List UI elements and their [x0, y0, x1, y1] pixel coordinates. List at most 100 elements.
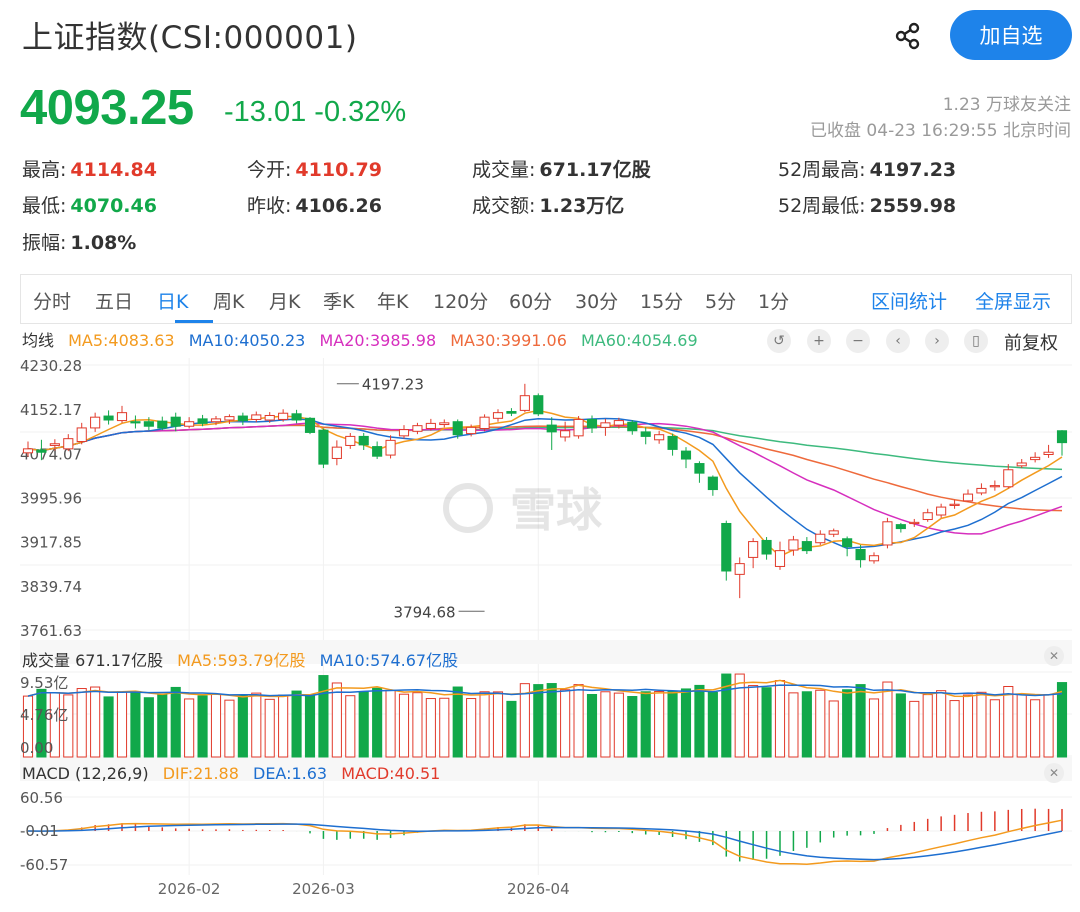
volume-bar-up — [1016, 693, 1027, 758]
scroll-right-button[interactable]: › — [925, 329, 949, 353]
ma20-line — [27, 422, 1063, 535]
macd-tick-label: -0.01 — [20, 822, 59, 840]
market-status: 已收盘 04-23 16:29:55 北京时间 — [810, 121, 1071, 141]
volume-bar-down — [895, 693, 906, 758]
volume-bar-down — [372, 687, 383, 758]
volume-bar-up — [922, 694, 933, 758]
volume-bar-down — [157, 693, 168, 758]
candle-up — [600, 422, 611, 428]
close-volume-panel-button[interactable]: ✕ — [1044, 646, 1064, 666]
volume-bar-down — [237, 694, 248, 758]
volume-bar-up — [224, 699, 235, 758]
candle-down — [533, 395, 544, 415]
tab-weekly-k[interactable]: 周K — [213, 291, 245, 313]
volume-bar-up — [949, 700, 960, 758]
tab-yearly-k[interactable]: 年K — [377, 291, 409, 313]
range-stats-button[interactable]: 区间统计 — [871, 291, 948, 313]
stat-volume: 成交量: 671.17亿股 — [472, 159, 651, 181]
watermark: 雪球 — [443, 483, 603, 537]
tab-15min[interactable]: 15分 — [640, 291, 684, 313]
volume-bar-up — [868, 698, 880, 758]
followers-count: 1.23 万球友关注 — [942, 95, 1071, 115]
ma20-value: MA20:3985.98 — [319, 331, 437, 350]
candle-down — [707, 476, 718, 491]
candle-down — [452, 421, 463, 436]
candle-up — [224, 416, 235, 421]
price-tick-label: 3839.74 — [20, 578, 82, 596]
tab-30min[interactable]: 30分 — [575, 291, 619, 313]
candle-down — [237, 415, 248, 422]
ma5-value: MA5:4083.63 — [68, 331, 175, 350]
volume-bar-down — [103, 696, 114, 758]
volume-bar-up — [492, 691, 504, 758]
fullscreen-button[interactable]: 全屏显示 — [975, 291, 1052, 313]
candle-up — [774, 550, 786, 567]
tab-quarterly-k[interactable]: 季K — [323, 291, 355, 313]
candle-down — [197, 418, 208, 424]
volume-bar-down — [36, 688, 47, 758]
volume-bar-down — [506, 700, 517, 758]
price-adjust-toggle[interactable]: 前复权 — [1004, 333, 1058, 354]
candle-down — [157, 420, 168, 429]
tab-1min[interactable]: 1分 — [758, 291, 790, 313]
volume-bar-up — [936, 690, 947, 758]
candle-up — [63, 438, 74, 450]
volume-bar-down — [721, 673, 732, 758]
zoom-out-button[interactable]: − — [846, 329, 870, 353]
tab-monthly-k[interactable]: 月K — [269, 291, 301, 313]
candle-up — [519, 395, 530, 411]
candle-up — [922, 512, 933, 521]
candle-up — [815, 533, 826, 544]
tab-5min[interactable]: 5分 — [705, 291, 737, 313]
follow-button[interactable]: 加自选 — [950, 10, 1072, 60]
tab-120min[interactable]: 120分 — [433, 291, 489, 313]
tab-five-day[interactable]: 五日 — [95, 291, 134, 313]
zoom-in-button[interactable]: + — [807, 329, 831, 353]
volume-legend: 成交量 671.17亿股 MA5:593.79亿股 MA10:574.67亿股 — [22, 647, 467, 671]
volume-bar-up — [466, 698, 477, 758]
volume-bar-up — [116, 691, 128, 758]
volume-bar-down — [130, 690, 141, 758]
candle-up — [1003, 469, 1014, 488]
candle-up — [1043, 451, 1054, 456]
volume-bar-up — [22, 695, 34, 758]
volume-bar-up — [774, 680, 786, 758]
volume-bar-down — [667, 690, 678, 758]
candle-style-button[interactable]: ▯ — [964, 329, 988, 353]
volume-bar-down — [640, 691, 651, 758]
stat-open: 今开: 4110.79 — [247, 159, 382, 181]
volume-bar-up — [734, 673, 745, 758]
candle-up — [264, 414, 275, 421]
volume-bar-up — [560, 689, 571, 758]
price-change: -13.01 -0.32% — [224, 96, 406, 129]
candle-up — [116, 412, 128, 422]
share-icon — [895, 22, 920, 50]
undo-button[interactable]: ↺ — [767, 329, 791, 353]
tab-minute[interactable]: 分时 — [33, 291, 72, 313]
tab-daily-k[interactable]: 日K — [157, 291, 189, 313]
zoom-out-icon: − — [852, 333, 864, 349]
volume-bar-up — [1030, 699, 1041, 758]
share-button[interactable] — [892, 20, 924, 52]
volume-axis: 9.53亿 4.76亿 0.00 — [20, 674, 68, 757]
candle-down — [506, 411, 517, 414]
volume-bar-up — [962, 694, 974, 758]
price-annotations: 4197.23 3794.68 — [336, 376, 485, 621]
volume-bar-up — [63, 694, 74, 758]
macd-lines — [27, 819, 1063, 866]
close-macd-panel-button[interactable]: ✕ — [1044, 763, 1064, 783]
macd-value: MACD:40.51 — [341, 764, 441, 783]
volume-bar-up — [398, 693, 410, 758]
volume-bar-up — [654, 690, 665, 758]
candle-down — [855, 548, 866, 561]
price-tick-label: 4152.17 — [20, 401, 82, 419]
tab-60min[interactable]: 60分 — [509, 291, 553, 313]
volume-bar-down — [170, 686, 181, 758]
ma10-value: MA10:4050.23 — [188, 331, 306, 350]
candle-down — [801, 541, 812, 552]
date-axis: 2026-02 2026-03 2026-04 — [158, 880, 570, 898]
stat-low: 最低: 4070.46 — [22, 195, 157, 217]
candle-down — [1056, 430, 1068, 444]
scroll-left-button[interactable]: ‹ — [886, 329, 910, 353]
